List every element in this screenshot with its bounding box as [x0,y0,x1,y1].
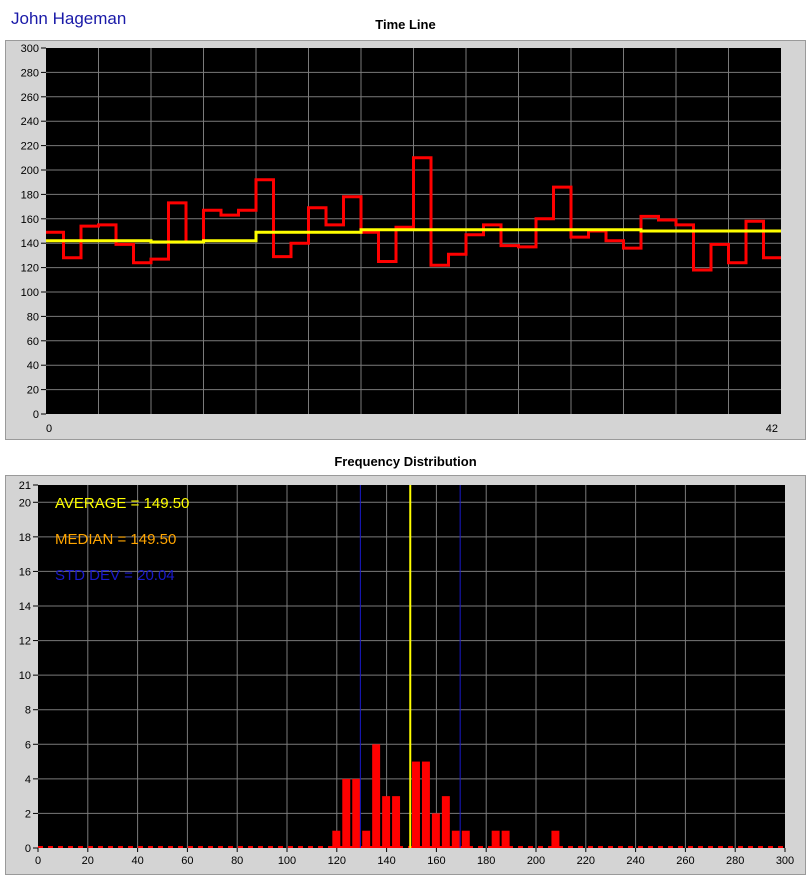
frequency-x-tick-label: 40 [131,855,143,867]
frequency-y-tick-label: 12 [19,636,31,648]
timeline-chart-title: Time Line [375,17,436,32]
frequency-x-tick-label: 300 [776,855,794,867]
frequency-bar [551,830,560,848]
frequency-x-tick-label: 200 [527,855,545,867]
frequency-y-tick-label: 14 [19,601,31,613]
timeline-y-tick-label: 0 [33,409,39,421]
frequency-bar [342,778,351,848]
timeline-x-tick-label: 0 [46,423,52,435]
frequency-x-tick-label: 140 [377,855,395,867]
timeline-y-tick-label: 120 [21,263,39,275]
frequency-y-tick-label: 4 [25,774,31,786]
frequency-y-tick-label: 21 [19,480,31,492]
timeline-y-tick-label: 180 [21,189,39,201]
frequency-chart-title: Frequency Distribution [334,454,477,469]
frequency-bar [362,830,371,848]
frequency-plot-area [38,485,785,848]
frequency-bar [451,830,460,848]
frequency-y-tick-label: 0 [25,843,31,855]
average-annotation: AVERAGE = 149.50 [55,495,189,512]
timeline-y-tick-label: 260 [21,92,39,104]
frequency-y-tick-label: 6 [25,739,31,751]
frequency-bar [352,778,361,848]
frequency-x-tick-label: 20 [82,855,94,867]
frequency-x-tick-label: 120 [328,855,346,867]
timeline-y-tick-label: 300 [21,43,39,55]
frequency-bar [421,761,430,848]
timeline-y-tick-label: 140 [21,238,39,250]
timeline-y-tick-label: 200 [21,165,39,177]
timeline-y-tick-label: 240 [21,116,39,128]
frequency-x-tick-label: 180 [477,855,495,867]
frequency-x-tick-label: 160 [427,855,445,867]
frequency-x-tick-label: 260 [676,855,694,867]
frequency-x-tick-label: 240 [626,855,644,867]
frequency-y-tick-label: 18 [19,532,31,544]
user-name: John Hageman [11,9,127,28]
frequency-x-tick-label: 220 [577,855,595,867]
frequency-y-tick-label: 20 [19,497,31,509]
timeline-data-series [46,156,781,272]
timeline-x-tick-label: 42 [766,423,778,435]
timeline-y-tick-label: 20 [27,385,39,397]
timeline-y-tick-label: 100 [21,287,39,299]
frequency-bar [491,830,500,848]
frequency-y-tick-label: 2 [25,808,31,820]
timeline-y-tick-label: 280 [21,67,39,79]
frequency-x-tick-label: 0 [35,855,41,867]
frequency-bar [382,796,391,848]
frequency-bar [392,796,401,848]
frequency-bar [431,813,440,848]
median-annotation: MEDIAN = 149.50 [55,531,176,548]
timeline-y-tick-label: 160 [21,214,39,226]
timeline-y-tick-label: 80 [27,311,39,323]
frequency-bar [332,830,341,848]
frequency-y-tick-label: 16 [19,566,31,578]
frequency-bar [372,744,381,848]
frequency-bar [441,796,450,848]
std-dev-annotation: STD DEV = 20.04 [55,567,175,584]
timeline-y-tick-label: 60 [27,336,39,348]
frequency-x-tick-label: 100 [278,855,296,867]
frequency-x-tick-label: 80 [231,855,243,867]
frequency-bar [412,761,420,848]
frequency-y-tick-label: 8 [25,705,31,717]
frequency-bar [501,830,510,848]
frequency-y-tick-label: 10 [19,670,31,682]
frequency-x-tick-label: 60 [181,855,193,867]
frequency-bar [461,830,470,848]
timeline-y-tick-label: 220 [21,141,39,153]
timeline-mean-series [46,228,781,244]
frequency-x-tick-label: 280 [726,855,744,867]
timeline-y-tick-label: 40 [27,360,39,372]
